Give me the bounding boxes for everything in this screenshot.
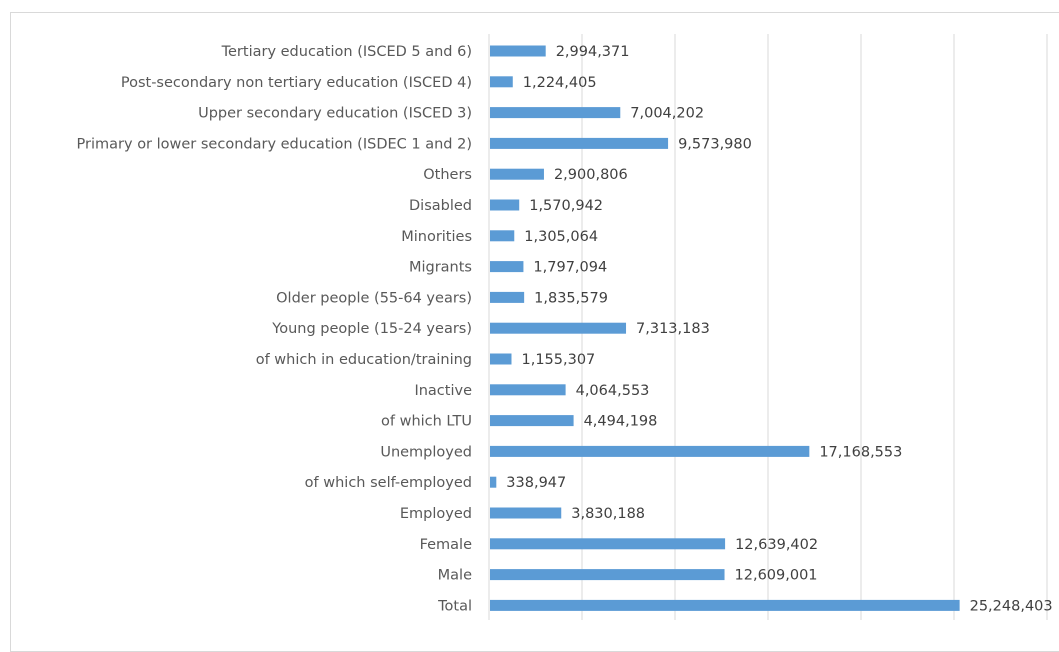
bar-16 <box>490 538 726 550</box>
category-label-17: Male <box>438 568 472 584</box>
bar-12 <box>490 415 574 427</box>
bar-1 <box>490 76 513 88</box>
value-label-9: 7,313,183 <box>636 321 710 337</box>
value-label-14: 338,947 <box>506 475 566 491</box>
category-label-2: Upper secondary education (ISCED 3) <box>198 106 472 122</box>
category-label-10: of which in education/training <box>256 352 472 368</box>
bar-chart: Tertiary education (ISCED 5 and 6) 2,994,… <box>77 34 1053 620</box>
value-label-3: 9,573,980 <box>678 136 752 152</box>
value-label-11: 4,064,553 <box>576 383 650 399</box>
category-label-13: Unemployed <box>380 444 472 460</box>
bar-3 <box>490 137 669 149</box>
category-label-7: Migrants <box>409 260 472 276</box>
category-label-8: Older people (55-64 years) <box>276 290 472 306</box>
category-label-4: Others <box>423 167 472 183</box>
value-label-1: 1,224,405 <box>523 75 597 91</box>
value-label-0: 2,994,371 <box>556 44 630 60</box>
value-label-15: 3,830,188 <box>571 506 645 522</box>
value-label-4: 2,900,806 <box>554 167 628 183</box>
bar-6 <box>490 230 515 242</box>
value-label-10: 1,155,307 <box>521 352 595 368</box>
bar-5 <box>490 199 520 211</box>
bar-17 <box>490 569 725 581</box>
category-label-5: Disabled <box>409 198 472 214</box>
category-label-9: Young people (15-24 years) <box>271 321 472 337</box>
category-label-12: of which LTU <box>381 414 472 430</box>
bar-8 <box>490 291 525 303</box>
bar-14 <box>490 476 497 488</box>
bar-0 <box>490 45 546 57</box>
bar-10 <box>490 353 512 365</box>
bar-15 <box>490 507 562 519</box>
value-label-7: 1,797,094 <box>533 260 607 276</box>
value-label-17: 12,609,001 <box>735 568 818 584</box>
bar-11 <box>490 384 566 396</box>
bar-2 <box>490 107 621 119</box>
bar-4 <box>490 168 544 180</box>
category-label-15: Employed <box>400 506 472 522</box>
value-label-2: 7,004,202 <box>630 106 704 122</box>
category-label-18: Total <box>437 598 472 614</box>
bar-7 <box>490 261 524 273</box>
category-label-14: of which self-employed <box>305 475 472 491</box>
bar-18 <box>490 599 960 611</box>
value-label-13: 17,168,553 <box>819 444 902 460</box>
category-label-0: Tertiary education (ISCED 5 and 6) <box>221 44 472 60</box>
value-label-6: 1,305,064 <box>524 229 598 245</box>
value-label-18: 25,248,403 <box>970 598 1053 614</box>
value-label-16: 12,639,402 <box>735 537 818 553</box>
bar-9 <box>490 322 627 334</box>
value-label-5: 1,570,942 <box>529 198 603 214</box>
category-label-3: Primary or lower secondary education (IS… <box>77 136 472 152</box>
category-label-6: Minorities <box>401 229 472 245</box>
value-label-8: 1,835,579 <box>534 290 608 306</box>
bar-13 <box>490 445 810 457</box>
category-label-1: Post-secondary non tertiary education (I… <box>121 75 472 91</box>
category-label-11: Inactive <box>414 383 472 399</box>
category-label-16: Female <box>420 537 473 553</box>
value-label-12: 4,494,198 <box>584 414 658 430</box>
